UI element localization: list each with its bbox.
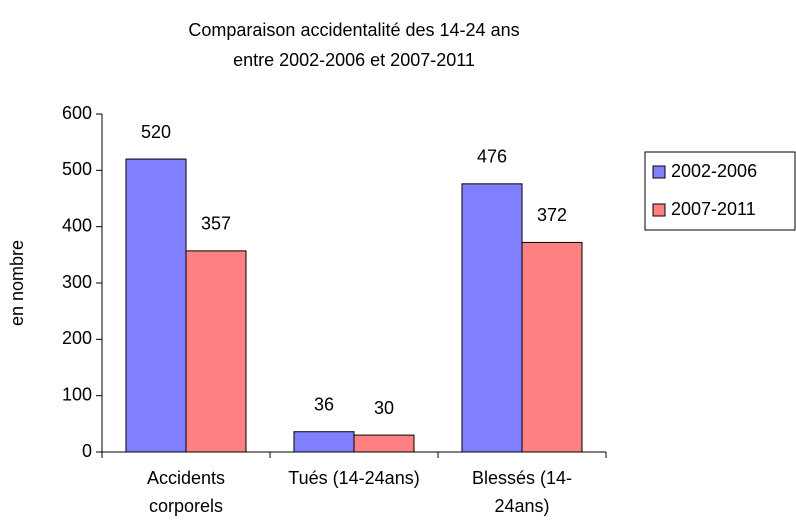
y-tick-label: 400: [62, 215, 92, 235]
bar: [185, 250, 247, 453]
value-label: 30: [374, 398, 394, 418]
legend-label: 2007-2011: [671, 199, 756, 219]
legend-box: [644, 151, 796, 231]
value-label: 36: [314, 394, 334, 414]
bar: [293, 431, 355, 453]
x-tick-label: Accidents corporels: [146, 468, 226, 516]
legend-swatch: [652, 203, 666, 217]
value-label: 520: [141, 122, 171, 142]
x-tick-label-box: Accidents corporels: [146, 468, 226, 516]
bar: [353, 434, 415, 453]
bar: [521, 241, 583, 453]
value-label: 476: [477, 147, 507, 167]
value-label: 357: [201, 214, 231, 234]
legend-label: 2002-2006: [671, 161, 757, 181]
x-tick-label-box: Tués (14-24ans): [288, 468, 420, 488]
bar: [461, 183, 523, 453]
y-tick-label: 500: [62, 159, 92, 179]
x-tick-label: Blessés (14-24ans): [471, 468, 573, 516]
chart-title: Comparaison accidentalité des 14-24 ans: [188, 20, 519, 40]
x-tick-label: Tués (14-24ans): [288, 468, 420, 488]
y-tick-label: 600: [62, 103, 92, 123]
value-label: 372: [537, 205, 567, 225]
y-tick-label: 200: [62, 328, 92, 348]
x-tick-label-box: Blessés (14-24ans): [471, 468, 573, 516]
y-tick-label: 100: [62, 384, 92, 404]
legend-swatch: [652, 165, 666, 179]
bar: [125, 158, 187, 453]
y-tick-label: 300: [62, 272, 92, 292]
chart-subtitle: entre 2002-2006 et 2007-2011: [233, 50, 475, 70]
y-tick-label: 0: [82, 441, 92, 461]
y-axis-label: en nombre: [7, 240, 27, 326]
